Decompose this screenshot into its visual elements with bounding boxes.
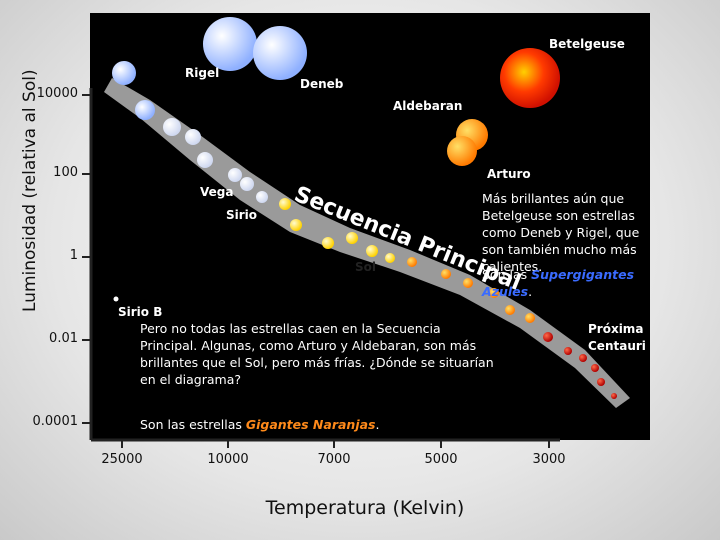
ytick-label-10000: 10000 <box>36 86 78 101</box>
label-sol: Sol <box>355 260 376 274</box>
ms-star-8 <box>290 219 302 231</box>
xtick-label-5000: 5000 <box>424 452 458 467</box>
ms-star-22 <box>611 393 617 399</box>
label-deneb: Deneb <box>300 77 344 91</box>
ytick-label-100: 100 <box>53 165 78 180</box>
note-giants-answer-prefix: Son las estrellas <box>140 417 246 432</box>
ytick-label-00001: 0.0001 <box>32 414 79 429</box>
note-supergiants: Más brillantes aún que Betelgeuse son es… <box>482 191 640 274</box>
ms-star-21 <box>591 364 599 372</box>
label-aldebaran: Aldebaran <box>393 99 463 113</box>
ms-star-4 <box>185 129 201 145</box>
label-sirio-b: Sirio B <box>118 305 163 319</box>
label-betelgeuse: Betelgeuse <box>549 37 625 51</box>
ms-star-3 <box>163 118 181 136</box>
star-sirio-b <box>113 296 119 302</box>
xtick-label-10000: 10000 <box>207 452 249 467</box>
label-rigel: Rigel <box>185 66 220 80</box>
ms-star-20 <box>579 354 587 362</box>
label-proxima-centauri: Próxima Centauri <box>588 322 646 353</box>
ms-star-7 <box>279 198 291 210</box>
ms-star-17 <box>525 313 535 323</box>
note-supergiants-answer-suffix: . <box>528 284 533 299</box>
note-supergiants-answer: Son las Supergigantes Azules. <box>482 266 650 300</box>
ms-star-1 <box>112 61 136 85</box>
ytick-label-001: 0.01 <box>49 331 78 346</box>
ms-star-12 <box>407 257 417 267</box>
label-arturo: Arturo <box>487 167 531 181</box>
ms-star-9 <box>322 237 334 249</box>
star-arturo <box>447 136 477 166</box>
ms-star-14 <box>463 278 473 288</box>
xtick-label-3000: 3000 <box>532 452 566 467</box>
main-sequence-band <box>104 78 630 408</box>
star-rigel <box>203 17 257 71</box>
ms-star-18 <box>543 332 553 342</box>
x-axis-label: Temperatura (Kelvin) <box>265 497 465 519</box>
note-giants: Pero no todas las estrellas caen en la S… <box>140 321 494 387</box>
ms-star-proxima <box>597 378 605 386</box>
xtick-label-25000: 25000 <box>101 452 143 467</box>
note-supergiants-answer-prefix: Son las <box>482 267 532 282</box>
note-giants-answer: Son las estrellas Gigantes Naranjas. <box>140 416 500 433</box>
xtick-label-7000: 7000 <box>317 452 351 467</box>
ms-star-sol <box>366 245 378 257</box>
y-axis-label: Luminosidad (relativa al Sol) <box>20 69 40 312</box>
star-betelgeuse <box>500 48 560 108</box>
star-deneb <box>253 26 307 80</box>
label-vega: Vega <box>200 185 234 199</box>
note-giants-answer-highlight: Gigantes Naranjas <box>245 417 376 432</box>
ms-star-2 <box>135 100 155 120</box>
ms-star-sirio <box>256 191 268 203</box>
ms-star-15 <box>489 288 499 298</box>
label-sirio: Sirio <box>226 208 258 222</box>
ms-star-vega <box>228 168 242 182</box>
ms-star-5 <box>197 152 213 168</box>
ytick-label-1: 1 <box>69 248 78 263</box>
ms-star-16 <box>505 305 515 315</box>
ms-star-10 <box>346 232 358 244</box>
ms-star-11 <box>385 253 395 263</box>
note-giants-answer-suffix: . <box>375 417 380 432</box>
ms-star-13 <box>441 269 451 279</box>
ms-star-19 <box>564 347 572 355</box>
note-supergiants-answer-highlight: Supergigantes Azules <box>482 267 635 299</box>
ms-star-6 <box>240 177 254 191</box>
